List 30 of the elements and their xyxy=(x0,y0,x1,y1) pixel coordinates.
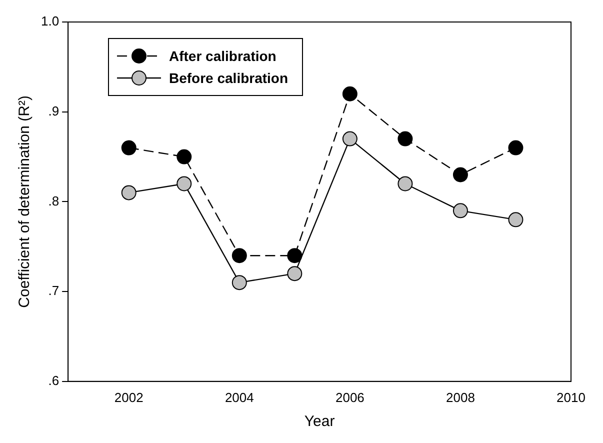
point xyxy=(452,167,468,182)
y-tick-label: .9 xyxy=(48,103,60,118)
legend-label: After calibration xyxy=(169,48,276,64)
point xyxy=(508,140,524,156)
point xyxy=(398,176,413,192)
point xyxy=(342,131,358,146)
y-tick-label: .6 xyxy=(48,372,60,388)
point xyxy=(176,176,192,192)
point xyxy=(287,266,302,282)
legend-label: Before calibration xyxy=(169,70,288,86)
x-tick-label: 2010 xyxy=(556,390,586,405)
point xyxy=(176,149,192,164)
point xyxy=(121,185,136,200)
y-tick-label: .8 xyxy=(48,193,60,208)
point xyxy=(232,275,247,290)
x-axis-title: Year xyxy=(304,413,335,430)
point xyxy=(508,212,524,228)
point xyxy=(287,248,302,264)
point xyxy=(342,86,358,102)
x-tick-label: 2002 xyxy=(114,390,144,405)
x-tick-label: 2004 xyxy=(224,390,254,405)
y-axis-title: Coefficient of determination (R²) xyxy=(16,96,34,308)
point xyxy=(121,140,136,156)
point xyxy=(398,131,413,146)
y-tick-label: .7 xyxy=(48,283,60,298)
x-tick-label: 2008 xyxy=(446,390,475,405)
y-tick-label: 1.0 xyxy=(40,14,60,29)
point xyxy=(452,203,468,218)
x-tick-label: 2006 xyxy=(335,390,364,405)
point xyxy=(232,248,247,264)
